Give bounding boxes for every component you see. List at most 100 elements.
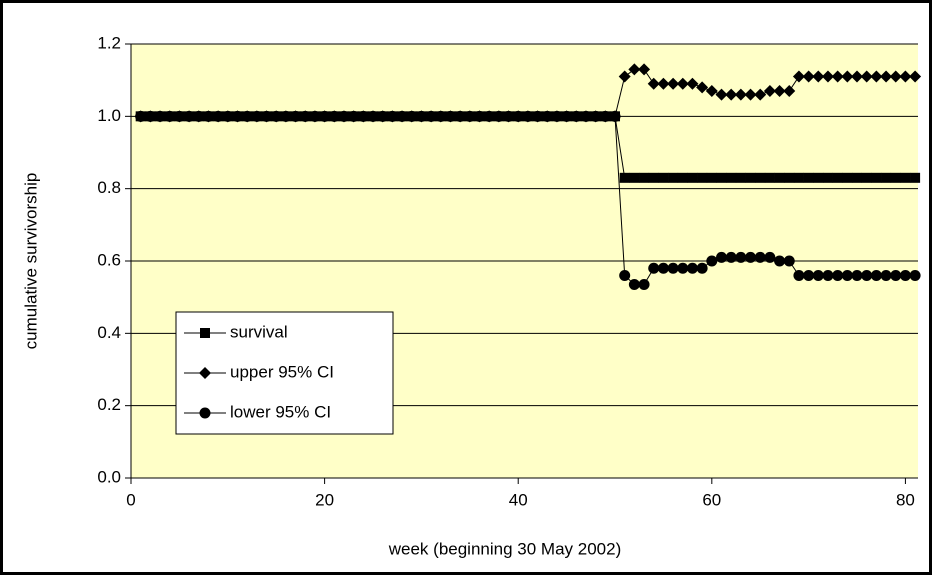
y-tick-label: 0.6	[97, 250, 121, 269]
marker	[261, 110, 273, 122]
y-tick-label: 0.8	[97, 178, 121, 197]
marker	[899, 70, 912, 83]
marker	[832, 172, 843, 183]
marker	[299, 110, 311, 122]
marker	[773, 85, 786, 98]
marker	[493, 110, 505, 122]
marker	[734, 88, 747, 101]
marker	[609, 110, 621, 122]
marker	[338, 110, 350, 122]
marker	[503, 110, 515, 122]
marker	[270, 110, 282, 122]
marker	[697, 172, 708, 183]
y-tick-label: 0.0	[97, 467, 121, 486]
marker	[377, 110, 389, 122]
marker	[774, 172, 785, 183]
marker	[638, 63, 651, 76]
marker	[871, 172, 882, 183]
marker	[328, 110, 340, 122]
marker	[599, 110, 611, 122]
marker	[154, 110, 166, 122]
marker	[638, 279, 650, 291]
marker	[696, 262, 708, 274]
marker	[668, 172, 679, 183]
marker	[444, 110, 456, 122]
marker	[657, 77, 670, 90]
marker	[628, 63, 641, 76]
marker	[561, 110, 573, 122]
marker	[783, 85, 796, 98]
y-tick-label: 0.4	[97, 323, 121, 342]
legend: survival upper 95% CI lower 95% CI	[175, 311, 394, 435]
y-tick-label: 1.0	[97, 106, 121, 125]
marker	[454, 110, 466, 122]
marker	[841, 269, 853, 281]
marker	[899, 269, 911, 281]
marker	[852, 172, 863, 183]
marker	[890, 172, 901, 183]
marker	[406, 110, 418, 122]
marker	[290, 110, 302, 122]
marker	[792, 70, 805, 83]
marker	[812, 269, 824, 281]
marker	[793, 172, 804, 183]
marker	[677, 172, 688, 183]
marker	[658, 172, 669, 183]
marker	[880, 70, 893, 83]
marker	[744, 88, 757, 101]
marker	[231, 110, 243, 122]
legend-label: lower 95% CI	[230, 402, 331, 421]
marker	[522, 110, 534, 122]
marker	[861, 269, 873, 281]
marker	[821, 70, 834, 83]
marker	[706, 255, 718, 267]
x-tick-label: 20	[315, 490, 334, 509]
marker	[880, 269, 892, 281]
marker	[755, 172, 766, 183]
marker	[812, 70, 825, 83]
marker	[803, 172, 814, 183]
marker	[706, 172, 717, 183]
marker	[173, 110, 185, 122]
marker	[890, 269, 902, 281]
marker	[200, 328, 210, 338]
marker	[803, 269, 815, 281]
marker	[619, 269, 631, 281]
marker	[532, 110, 544, 122]
marker	[425, 110, 437, 122]
marker	[629, 172, 640, 183]
x-tick-label: 60	[702, 490, 721, 509]
marker	[348, 110, 360, 122]
marker	[222, 110, 234, 122]
marker	[183, 110, 195, 122]
y-axis-label: cumulative survivorship	[21, 173, 40, 350]
marker	[822, 269, 834, 281]
marker	[763, 85, 776, 98]
marker	[783, 255, 795, 267]
marker	[667, 262, 679, 274]
marker	[900, 172, 911, 183]
marker	[386, 110, 398, 122]
marker	[464, 110, 476, 122]
marker	[889, 70, 902, 83]
marker	[590, 110, 602, 122]
marker	[696, 81, 709, 94]
marker	[580, 110, 592, 122]
marker	[648, 262, 660, 274]
marker	[212, 110, 224, 122]
marker	[647, 77, 660, 90]
marker	[870, 269, 882, 281]
x-axis-label: week (beginning 30 May 2002)	[388, 539, 621, 558]
marker	[319, 110, 331, 122]
marker	[745, 172, 756, 183]
marker	[677, 262, 689, 274]
marker	[725, 88, 738, 101]
marker	[774, 255, 786, 267]
x-tick-label: 40	[509, 490, 528, 509]
marker	[667, 77, 680, 90]
y-tick-label: 1.2	[97, 33, 121, 52]
marker	[735, 251, 747, 263]
marker	[551, 110, 563, 122]
marker	[415, 110, 427, 122]
